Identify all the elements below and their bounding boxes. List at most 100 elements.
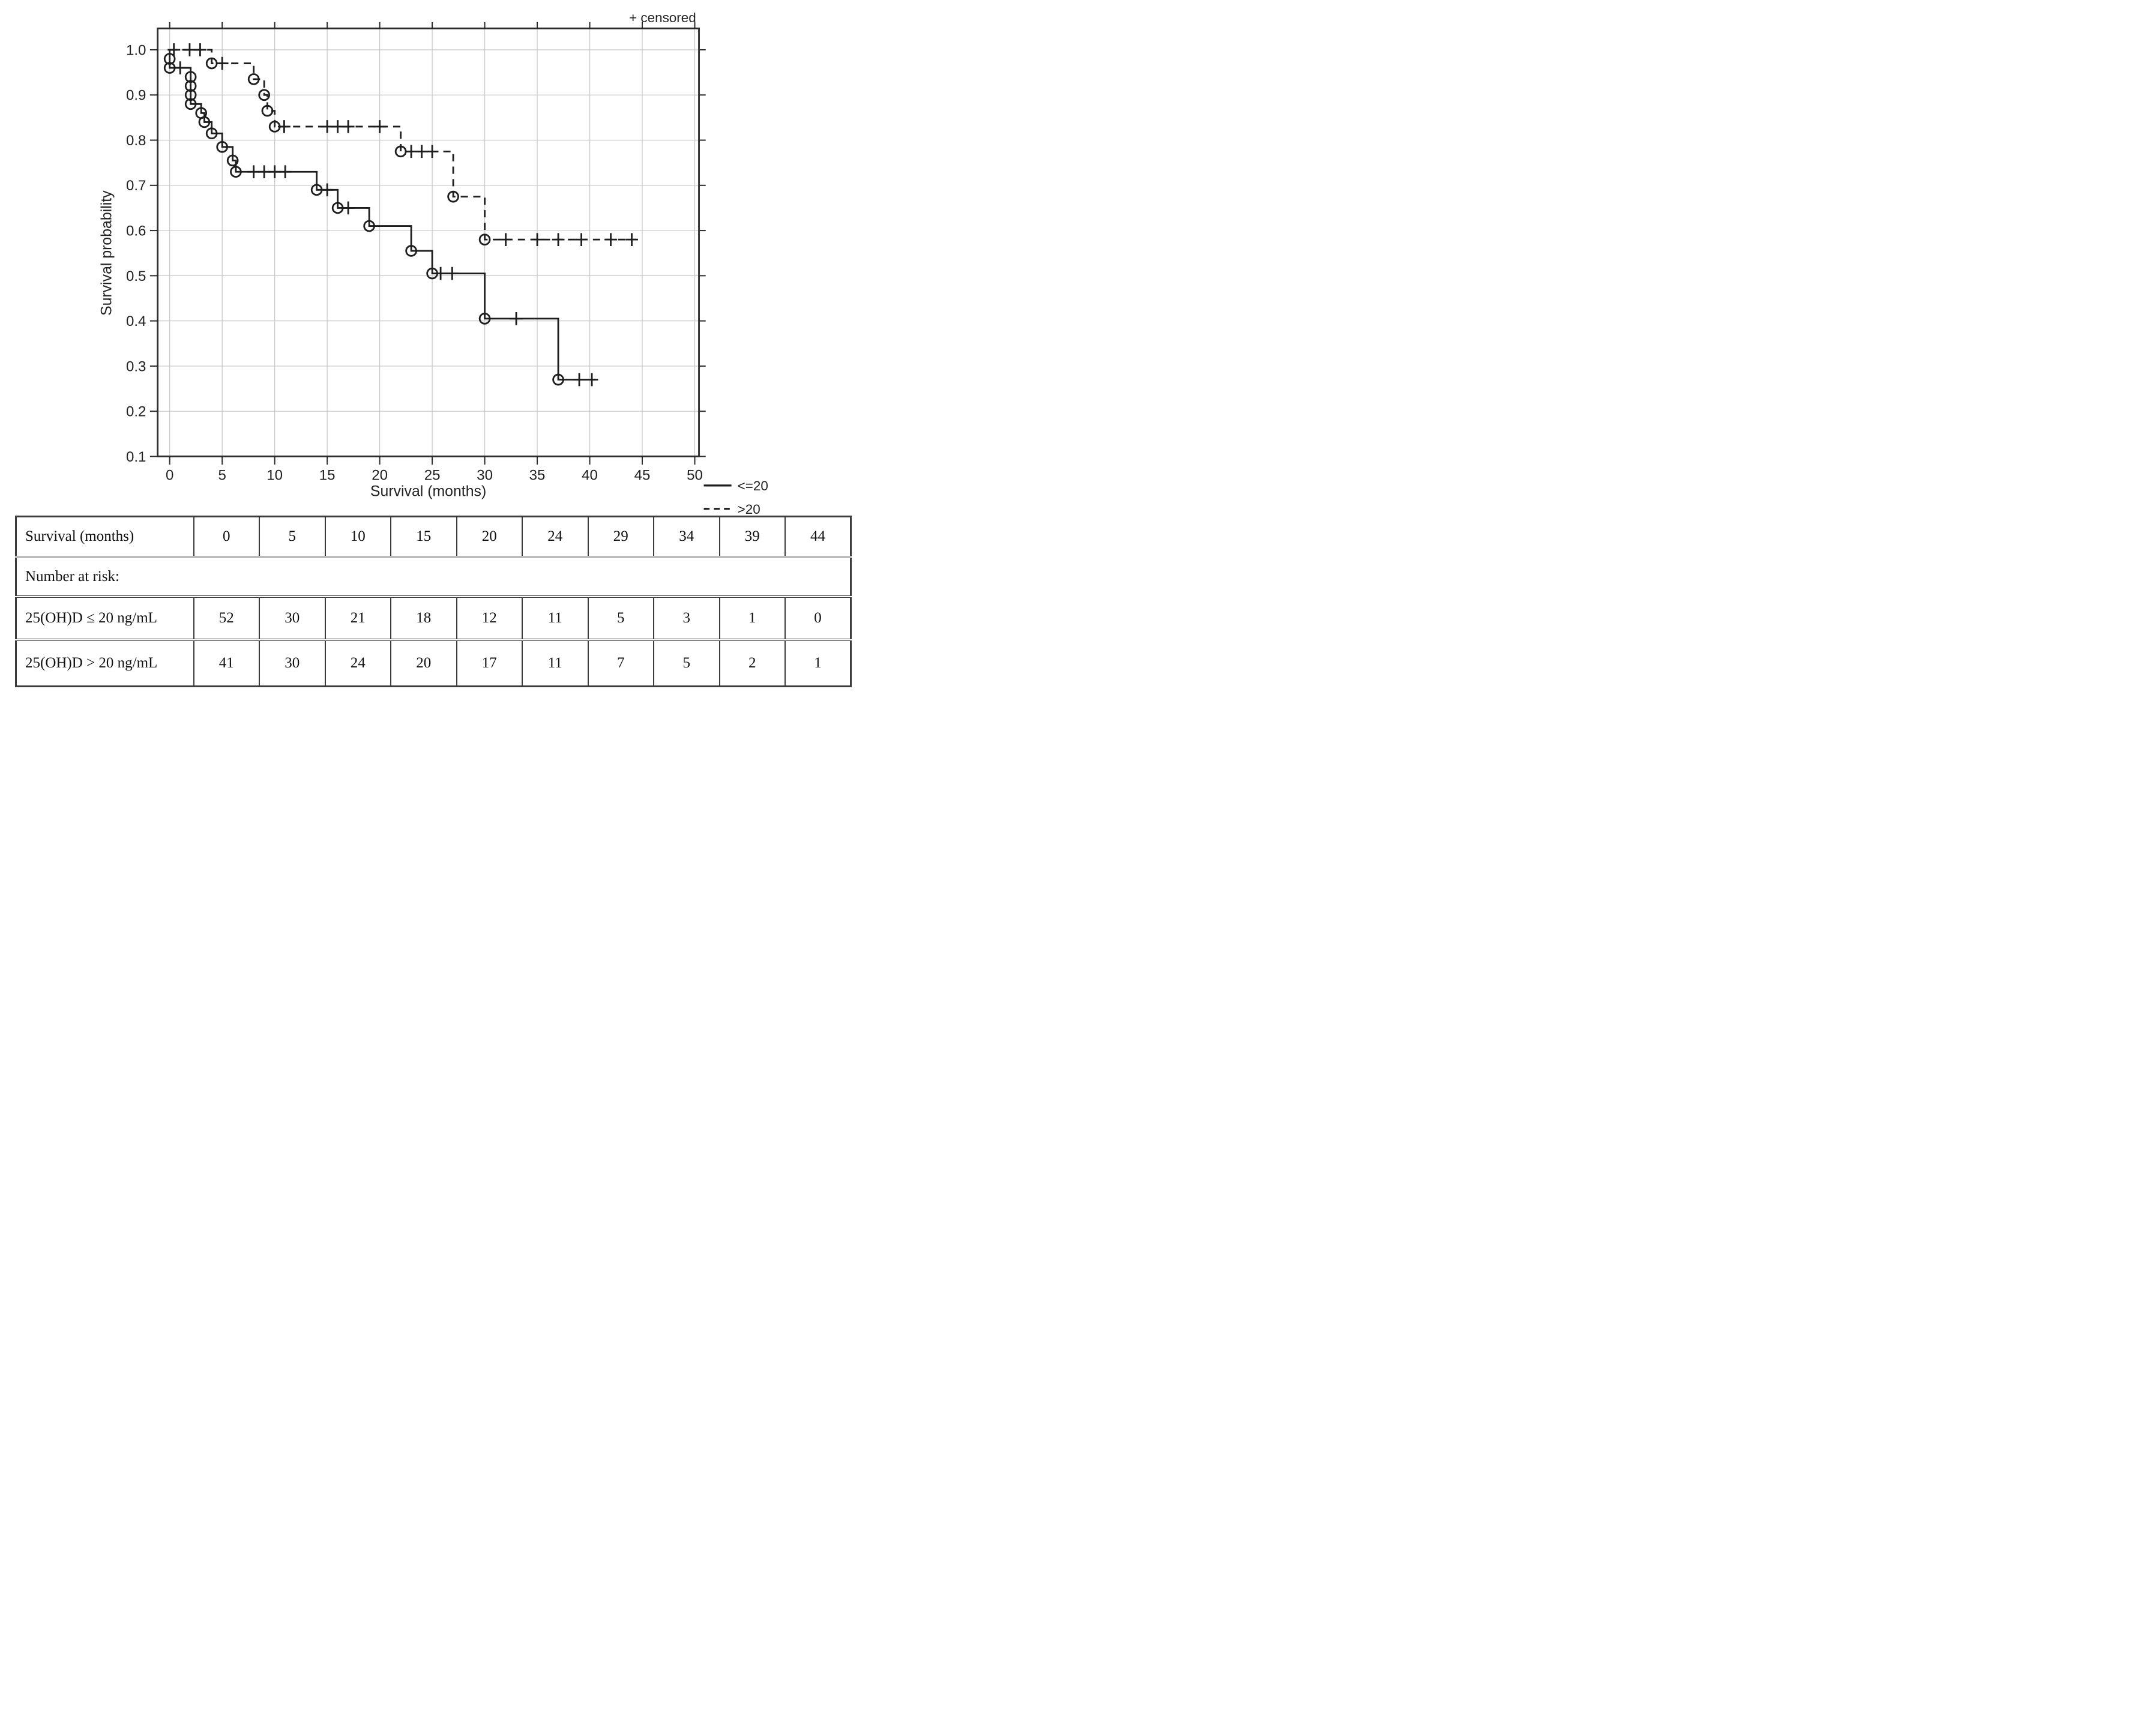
risk-row-value: 41 [193,640,259,687]
plot-area: 0 5 10 15 20 25 30 35 40 45 50 1.0 0.9 0.8 0.7 0.6 0.5 0.… [126,22,706,484]
x-tick-label: 50 [687,468,703,484]
x-tick-label: 30 [477,468,493,484]
x-tick-label: 25 [424,468,441,484]
risk-row-value: 2 [718,640,785,687]
risk-row-value: 21 [324,597,391,641]
col-header-value: 44 [784,516,851,558]
y-tick-label: 0.1 [126,449,146,465]
y-tick-label: 0.2 [126,404,146,420]
km-curve-le20 [169,49,597,381]
censor-marker [434,266,447,280]
event-marker-circle [163,62,176,74]
x-tick-label: 40 [582,468,598,484]
x-tick-label: 45 [634,468,651,484]
event-marker-circle [310,184,323,196]
risk-row-value: 1 [784,640,851,687]
event-marker-circle [205,127,218,140]
x-axis-title: Survival (months) [370,484,486,500]
event-marker-circle [268,121,281,133]
table-header-row: Survival (months) 0 5 10 15 20 24 29 34 39 44 [16,516,851,558]
risk-row-value: 18 [390,597,457,641]
censor-marker [215,56,229,70]
event-marker-circle [226,154,239,167]
event-marker-circle [394,145,407,158]
event-marker-circle [258,89,270,101]
col-header-value: 34 [653,516,720,558]
col-header-value: 0 [193,516,259,558]
risk-row: 25(OH)D ≤ 20 ng/mL 52 30 21 18 12 11 5 3 1 0 [16,597,851,641]
censor-marker [604,233,617,246]
col-header-value: 20 [456,516,522,558]
number-at-risk-label: Number at risk: [16,557,851,598]
y-tick-label: 0.4 [126,313,146,330]
x-tick-label: 20 [372,468,388,484]
y-tick-label: 0.8 [126,133,146,149]
censor-marker [625,233,638,246]
censor-marker [415,145,429,158]
risk-row-value: 11 [522,597,588,641]
legend-dashed-label: >20 [738,502,760,517]
risk-row-value: 3 [653,597,720,641]
km-curve-gt20 [169,49,636,241]
event-marker-circle [230,166,242,178]
y-tick-label: 0.3 [126,358,146,375]
event-marker-circle [184,98,197,110]
risk-row: 25(OH)D > 20 ng/mL 41 30 24 20 17 11 7 5 2 1 [16,640,851,687]
censor-marker [585,373,598,387]
y-tick-label: 0.5 [126,268,146,284]
censor-marker [183,43,196,56]
event-marker-circle [163,53,176,65]
censor-marker [373,120,387,133]
y-tick-label: 0.6 [126,223,146,239]
risk-row-value: 30 [259,597,325,641]
event-marker-circle [184,71,197,83]
event-marker-circle [478,313,491,325]
x-tick-label: 5 [218,468,226,484]
risk-row-value: 20 [390,640,457,687]
censor-marker [510,312,523,325]
y-tick-label: 1.0 [126,42,146,58]
censor-marker [167,43,181,56]
risk-row-label: 25(OH)D ≤ 20 ng/mL [16,597,194,641]
event-marker-circle [198,116,211,128]
censor-marker [321,120,334,133]
y-axis-title: Survival probability [98,190,115,316]
event-marker-circle [184,80,197,92]
risk-row-value: 24 [324,640,391,687]
x-tick-label: 10 [266,468,283,484]
plot-frame [157,27,700,457]
censor-marker [279,165,292,179]
censor-marker [194,43,206,56]
censor-marker [257,165,271,179]
y-tick-label: 0.7 [126,178,146,194]
risk-row-value: 12 [456,597,522,641]
censor-marker [552,233,565,246]
event-marker-circle [247,73,260,85]
censor-marker [426,145,439,158]
risk-row-value: 52 [193,597,259,641]
col-header-value: 15 [390,516,457,558]
censored-note: + censored [629,10,696,25]
col-header-value: 29 [587,516,654,558]
censor-marker [342,120,355,133]
number-at-risk-section-row: Number at risk: [16,557,851,598]
event-marker-circle [261,104,274,117]
censor-marker [247,165,260,179]
col-header-value: 39 [718,516,785,558]
event-marker-circle [478,233,491,245]
risk-row-value: 0 [784,597,851,641]
km-survival-plot: 0 5 10 15 20 25 30 35 40 45 50 1.0 0.9 0.8 0.7 0.6 0.5 0.… [98,10,768,517]
censor-marker [405,145,418,158]
event-marker-circle [331,202,344,214]
x-tick-label: 35 [529,468,546,484]
event-marker-circle [426,267,438,280]
event-marker-circle [216,141,228,153]
number-at-risk-table: Survival (months) 0 5 10 15 20 24 29 34 39 44 Numbe… [15,516,852,687]
risk-row-value: 11 [522,640,588,687]
event-marker-circle [447,190,459,203]
legend: <=20 >20 [703,478,768,517]
event-marker-circle [405,245,417,257]
censor-marker [268,165,282,179]
figure-root: 0 5 10 15 20 25 30 35 40 45 50 1.0 0.9 0.8 0.7 0.6 0.5 0.… [0,0,864,688]
censor-marker [321,183,334,197]
